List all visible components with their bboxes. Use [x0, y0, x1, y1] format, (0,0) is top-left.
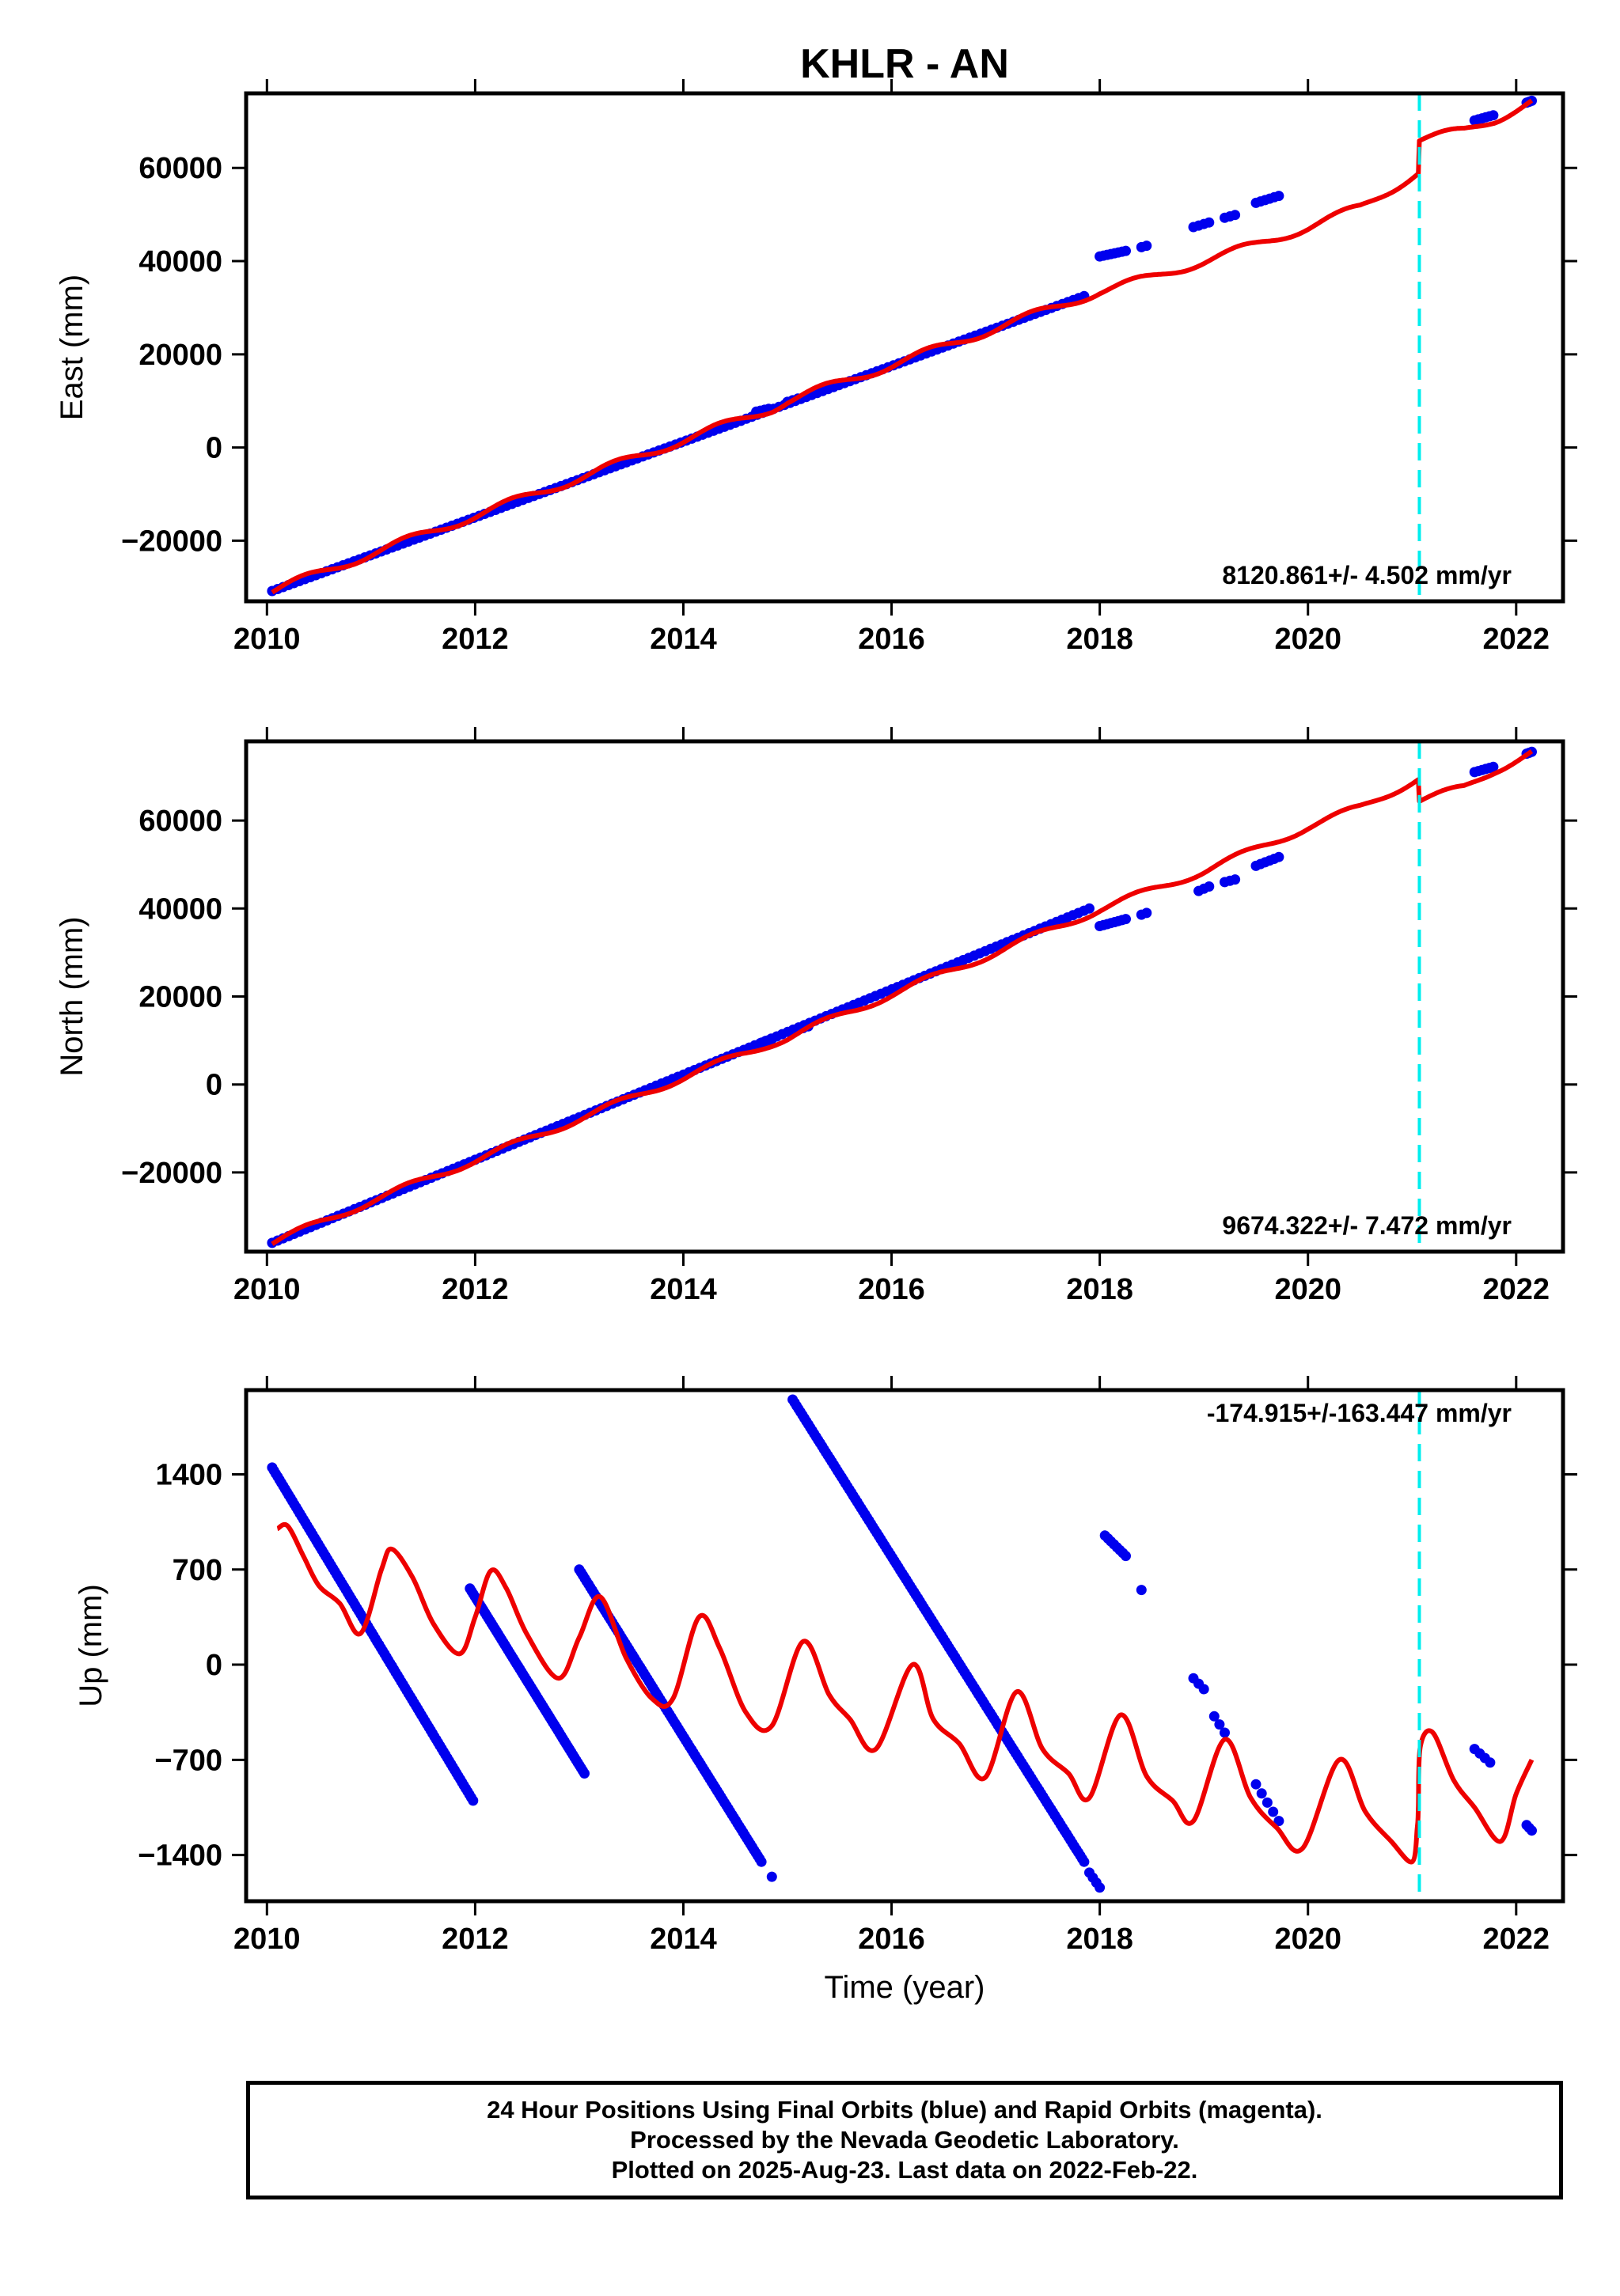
up-x-tick-label: 2022: [1483, 1923, 1550, 1956]
east-x-tick-label: 2018: [1066, 623, 1133, 656]
north-data-point: [1121, 914, 1131, 925]
east-y-tick-label: 60000: [138, 152, 222, 185]
east-x-tick-label: 2016: [858, 623, 925, 656]
up-x-tick-label: 2018: [1066, 1923, 1133, 1956]
east-data-point: [1121, 245, 1131, 256]
north-model-curve: [271, 749, 1534, 1246]
north-x-tick-label: 2014: [650, 1273, 717, 1306]
north-rate-label: 9674.322+/- 7.472 mm/yr: [1222, 1211, 1512, 1240]
up-x-tick-label: 2020: [1274, 1923, 1341, 1956]
up-panel: 2010 2012 2014 2016 2018 2020 2022 −1400 −700 0 70…: [74, 1376, 1577, 2005]
east-data-point: [1204, 217, 1215, 228]
east-y-tick-label: 20000: [138, 339, 222, 372]
north-x-tick-label: 2020: [1274, 1273, 1341, 1306]
north-y-tick-label: 40000: [138, 892, 222, 926]
east-plot-area: [267, 93, 1537, 601]
up-data-point: [1208, 1711, 1220, 1722]
east-model-curve: [271, 98, 1534, 595]
north-panel: 2010 2012 2014 2016 2018 2020 2022 −20000 0 20000…: [55, 727, 1577, 1306]
east-x-tick-label: 2022: [1483, 623, 1550, 656]
north-y-axis-label: North (mm): [55, 916, 89, 1076]
up-data-point: [1256, 1788, 1267, 1799]
footer-line-1: 24 Hour Positions Using Final Orbits (bl…: [487, 2096, 1322, 2124]
east-frame: [244, 91, 1565, 604]
footer-box: 24 Hour Positions Using Final Orbits (bl…: [246, 2081, 1563, 2199]
east-x-tick-label: 2010: [233, 623, 301, 656]
north-plot-area: [267, 741, 1537, 1252]
up-x-axis-label: Time (year): [825, 1970, 985, 2005]
north-y-tick-label: 0: [206, 1069, 222, 1102]
north-y-tick-label: −20000: [121, 1157, 222, 1190]
east-y-tick-label: 40000: [138, 245, 222, 278]
up-data-point: [1121, 1551, 1131, 1562]
north-data-point: [1273, 851, 1284, 862]
east-data-point: [1488, 110, 1499, 121]
up-rate-label: -174.915+/-163.447 mm/yr: [1207, 1399, 1512, 1427]
up-x-tick-label: 2014: [650, 1923, 717, 1956]
up-data-point: [1527, 1825, 1537, 1836]
north-data-point: [1488, 761, 1499, 772]
up-data-point: [766, 1871, 777, 1882]
up-y-tick-label: 0: [206, 1649, 222, 1682]
east-data-point: [1273, 191, 1284, 202]
east-rate-label: 8120.861+/- 4.502 mm/yr: [1222, 561, 1512, 589]
east-x-tick-label: 2020: [1274, 623, 1341, 656]
north-x-tick-label: 2012: [442, 1273, 509, 1306]
up-x-tick-label: 2010: [233, 1923, 301, 1956]
up-x-tick-label: 2016: [858, 1923, 925, 1956]
north-x-tick-label: 2010: [233, 1273, 301, 1306]
up-data-point: [1485, 1757, 1496, 1768]
north-x-tick-label: 2018: [1066, 1273, 1133, 1306]
east-final-orbit-points: [267, 95, 1537, 597]
east-y-axis-label: East (mm): [55, 275, 89, 420]
up-data-point: [1095, 1882, 1106, 1893]
north-data-point: [1141, 907, 1152, 919]
up-data-point: [1220, 1727, 1230, 1738]
up-data-point: [468, 1795, 479, 1806]
up-data-point: [1261, 1797, 1273, 1808]
up-data-point: [756, 1856, 767, 1867]
east-y-tick-label: 0: [206, 432, 222, 465]
up-y-tick-label: −1400: [138, 1839, 222, 1873]
up-y-axis-label: Up (mm): [74, 1584, 108, 1707]
up-final-orbit-points: [267, 1394, 1537, 1893]
up-model-curve: [276, 1521, 1535, 1865]
east-y-tick-label: −20000: [121, 525, 222, 558]
footer-line-3: Plotted on 2025-Aug-23. Last data on 202…: [611, 2156, 1198, 2184]
up-frame: [244, 1388, 1565, 1904]
up-plot-area: [267, 1390, 1537, 1901]
north-data-point: [1204, 881, 1215, 892]
east-data-point: [1230, 210, 1241, 221]
north-y-tick-label: 60000: [138, 805, 222, 838]
up-data-point: [1250, 1779, 1261, 1790]
up-y-tick-label: −700: [154, 1744, 222, 1777]
up-x-tick-label: 2012: [442, 1923, 509, 1956]
plot-title: KHLR - AN: [800, 41, 1009, 87]
north-data-point: [1230, 874, 1241, 885]
up-data-point: [1268, 1806, 1279, 1817]
up-data-point: [1198, 1684, 1209, 1695]
east-data-point: [1141, 241, 1152, 252]
north-data-point: [766, 1033, 777, 1044]
east-x-tick-label: 2014: [650, 623, 717, 656]
up-data-point: [1273, 1816, 1284, 1827]
north-x-tick-label: 2016: [858, 1273, 925, 1306]
up-y-tick-label: 700: [173, 1554, 222, 1587]
up-data-point: [1136, 1585, 1147, 1596]
east-panel: 2010 2012 2014 2016 2018 2020 2022 −20000 0 20000…: [55, 79, 1577, 656]
footer-line-2: Processed by the Nevada Geodetic Laborat…: [630, 2126, 1179, 2154]
east-x-tick-label: 2012: [442, 623, 509, 656]
up-y-tick-label: 1400: [155, 1459, 222, 1492]
up-data-point: [579, 1768, 590, 1779]
north-data-point: [1084, 903, 1095, 914]
north-x-tick-label: 2022: [1483, 1273, 1550, 1306]
north-y-tick-label: 20000: [138, 981, 222, 1014]
up-data-point: [1079, 1856, 1090, 1867]
up-data-point: [1214, 1719, 1225, 1730]
